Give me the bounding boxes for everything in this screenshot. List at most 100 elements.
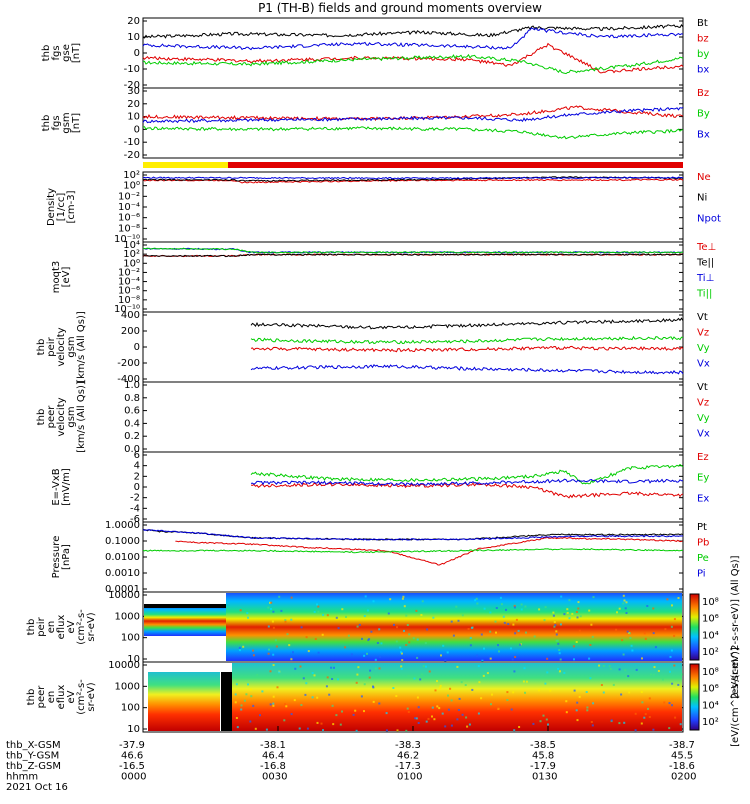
x-tick-label-hhmm: 0100 — [397, 772, 422, 783]
spectrogram-pixel — [623, 721, 626, 724]
y-tick-label: 10² — [123, 170, 140, 181]
y-tick-label: 0 — [134, 48, 140, 59]
panel-y-label-line: thb — [41, 115, 52, 132]
spectrogram-pixel — [307, 650, 310, 653]
xaxis-row-label: thb_X-GSM — [6, 740, 61, 751]
spectrogram-pixel — [557, 642, 560, 645]
y-tick-label: 10⁻¹⁰ — [114, 234, 140, 245]
legend-pe: Pe — [697, 553, 709, 564]
spectrogram-pixel — [557, 667, 560, 670]
spectrogram-pixel — [491, 693, 493, 696]
panel-y-label-line: en — [46, 691, 57, 704]
spectrogram-pixel — [552, 614, 555, 617]
spectrogram-pixel — [538, 689, 541, 692]
spectrogram-pixel — [356, 673, 359, 676]
spectrogram-pixel — [252, 654, 255, 657]
spectrogram-early-edge — [144, 604, 226, 608]
y-tick-label: 10⁻² — [118, 191, 140, 202]
x-tick-label-hhmm: 0200 — [671, 772, 696, 783]
xaxis-row-label: thb_Z-GSM — [6, 761, 61, 772]
spectrogram-pixel — [627, 675, 630, 678]
panel-y-label-line: (cm²-s- — [76, 609, 87, 645]
spectrogram-pixel — [522, 680, 525, 683]
spectrogram-pixel — [400, 651, 402, 654]
panel-frame — [142, 87, 684, 159]
spectrogram-pixel — [341, 710, 343, 713]
spectrogram-pixel — [520, 608, 523, 611]
series-by — [142, 53, 684, 75]
spectrogram-pixel — [602, 691, 605, 694]
mode-bar-fast — [228, 162, 683, 168]
colorbar-tick-label: 10⁴ — [702, 700, 719, 711]
x-tick-label-x: -37.9 — [119, 740, 145, 751]
spectrogram-pixel — [563, 671, 566, 674]
spectrogram-pixel — [416, 656, 419, 659]
x-tick-label-z: -16.5 — [119, 761, 145, 772]
spectrogram-pixel — [284, 703, 286, 706]
panel-y-label-line: velocity — [56, 397, 67, 436]
spectrogram-pixel — [396, 626, 398, 629]
spectrogram-pixel — [572, 645, 575, 648]
spectrogram-pixel — [654, 646, 657, 649]
spectrogram-pixel — [425, 720, 428, 723]
panel-y-label-line: eflux — [56, 615, 67, 640]
legend-ti||: Ti|| — [696, 289, 712, 300]
spectrogram-pixel — [385, 712, 388, 715]
spectrogram-pixel — [240, 708, 243, 711]
spectrogram-pixel — [578, 695, 581, 698]
spectrogram-pixel — [270, 601, 273, 604]
spectrogram-pixel — [512, 691, 515, 694]
spectrogram-pixel — [641, 657, 643, 660]
spectrogram-pixel — [427, 717, 430, 720]
spectrogram-pixel — [618, 722, 621, 725]
legend-bz: bz — [697, 34, 709, 45]
panel-y-label-line: [nPa] — [61, 544, 72, 570]
spectrogram-pixel — [555, 639, 558, 642]
spectrogram-pixel — [267, 606, 270, 609]
spectrogram-pixel — [670, 625, 673, 628]
spectrogram-pixel — [500, 603, 503, 606]
panel-frame — [142, 661, 684, 733]
spectrogram-pixel — [469, 644, 472, 647]
spectrogram-pixel — [616, 611, 618, 614]
spectrogram-pixel — [254, 727, 257, 730]
series-bx — [142, 27, 684, 51]
spectrogram-pixel — [677, 683, 680, 686]
y-tick-label: 1000 — [115, 611, 140, 622]
spectrogram-pixel — [498, 650, 500, 653]
spectrogram-pixel — [506, 691, 509, 694]
spectrogram-pixel — [352, 713, 355, 716]
y-tick-label: 0.0001 — [105, 584, 140, 595]
spectrogram-pixel — [480, 633, 483, 636]
colorbar-label: [eV/(cm^2-s-sr-eV)] (All Qs)] — [730, 555, 741, 698]
spectrogram-pixel — [402, 595, 405, 598]
y-tick-label: 10 — [127, 724, 140, 735]
legend-ti⊥: Ti⊥ — [696, 273, 714, 284]
spectrogram-pixel — [586, 709, 589, 712]
spectrogram-pixel — [481, 659, 484, 662]
colorbar-label: [eV/(cm^2-s-sr-eV)] — [730, 647, 741, 747]
series-bt — [142, 24, 684, 39]
spectrogram-pixel — [400, 665, 403, 668]
panel-y-label-line: fgs — [51, 45, 62, 60]
spectrogram-pixel — [431, 715, 433, 718]
spectrogram-pixel — [317, 610, 320, 613]
spectrogram-pixel — [380, 642, 383, 645]
spectrogram-pixel — [669, 670, 671, 673]
spectrogram-pixel — [272, 695, 275, 698]
colorbar-gradient — [689, 593, 700, 661]
spectrogram-pixel — [480, 697, 483, 700]
spectrogram-pixel — [600, 684, 603, 686]
colorbar-tick-label: 10² — [702, 717, 719, 728]
spectrogram-pixel — [405, 644, 408, 646]
y-tick-label: 10⁻⁸ — [118, 223, 140, 234]
spectrogram-pixel — [673, 664, 676, 667]
spectrogram-pixel — [575, 709, 578, 712]
spectrogram-pixel — [412, 637, 415, 640]
spectrogram-pixel — [510, 708, 513, 711]
spectrogram-pixel — [326, 676, 329, 679]
x-tick-label-z: -16.8 — [260, 761, 286, 772]
spectrogram-pixel — [434, 689, 437, 692]
